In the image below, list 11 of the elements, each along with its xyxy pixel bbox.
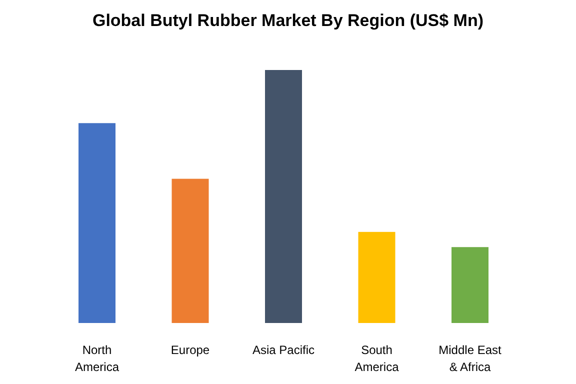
bar	[452, 247, 488, 323]
bar	[78, 123, 116, 323]
chart-title: Global Butyl Rubber Market By Region (US$ Mn)	[92, 11, 484, 30]
x-tick-label: Europe	[170, 343, 210, 357]
x-tick-label: North America	[74, 343, 120, 374]
bar	[172, 178, 209, 323]
bar	[265, 70, 302, 323]
x-tick-label: Asia Pacific	[252, 343, 315, 357]
x-tick-label: Middle East & Africa	[438, 343, 502, 374]
bar	[358, 232, 396, 323]
x-tick-label: South America	[354, 343, 400, 374]
